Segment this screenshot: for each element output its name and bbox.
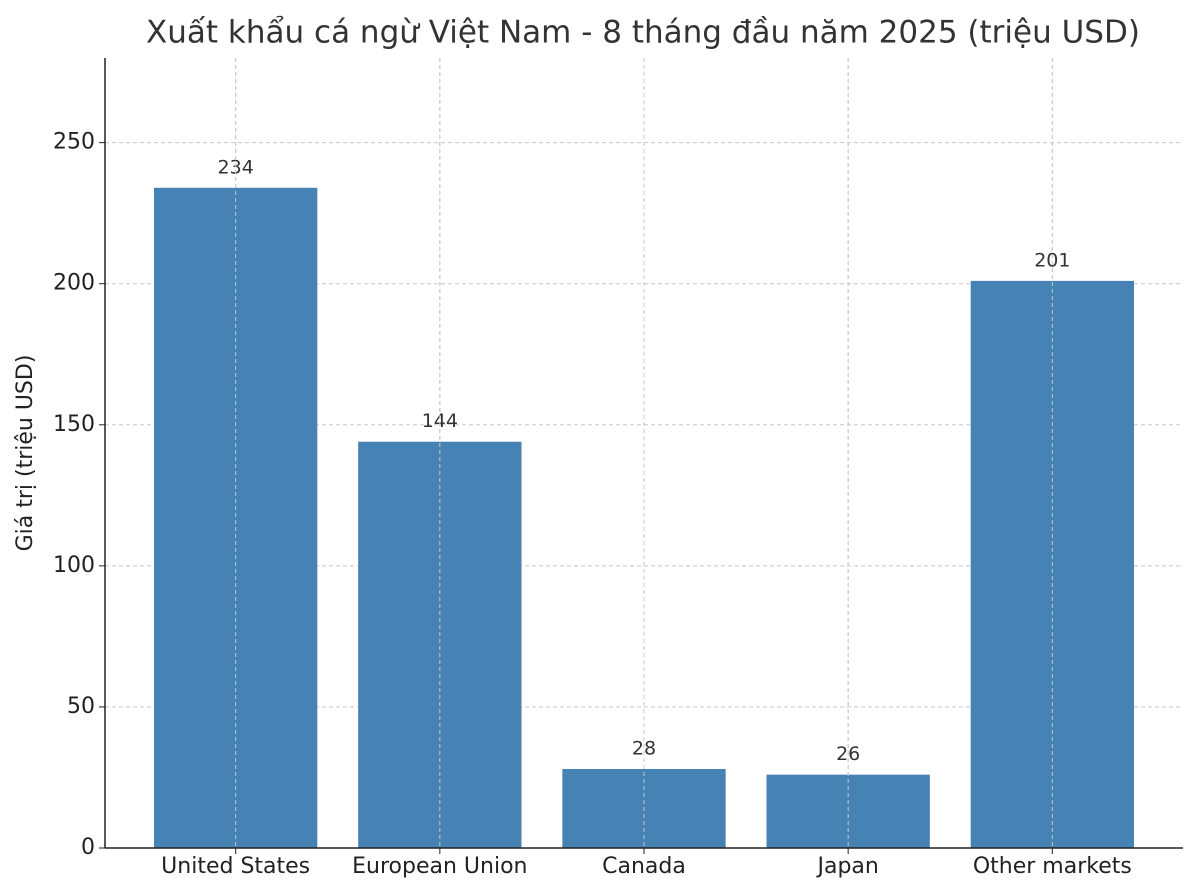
value-label: 28 [632,738,656,760]
y-tick-label: 50 [67,694,95,719]
value-label: 144 [422,410,458,432]
x-tick-label: European Union [352,854,527,879]
y-tick-label: 100 [53,553,95,578]
y-tick-label: 250 [53,130,95,155]
value-label: 201 [1034,249,1070,271]
y-tick-label: 150 [53,412,95,437]
chart-title: Xuất khẩu cá ngừ Việt Nam - 8 tháng đầu … [146,15,1140,51]
y-tick-label: 0 [81,835,95,860]
x-tick-label: Other markets [973,854,1132,879]
bar [154,187,318,849]
x-tick-label: United States [161,854,310,879]
x-tick-label: Japan [815,854,878,879]
value-label: 234 [218,156,254,178]
x-tick-label: Canada [602,854,686,879]
y-axis-label: Giá trị (triệu USD) [13,355,38,552]
y-tick-label: 200 [53,271,95,296]
